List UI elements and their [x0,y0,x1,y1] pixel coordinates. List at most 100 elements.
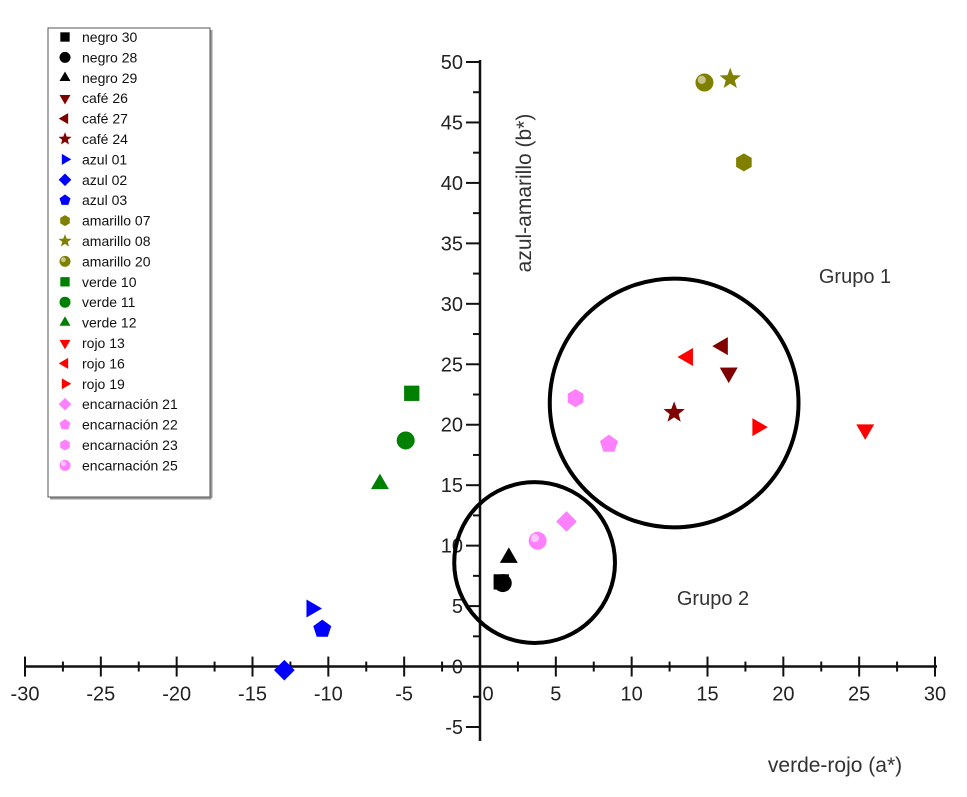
x-tick-label: -15 [238,684,267,706]
point-azul-01 [306,599,322,618]
point-azul-03 [313,619,332,637]
legend-label: café 26 [82,90,128,106]
x-tick-label: 25 [848,684,870,706]
x-tick-label: -20 [162,684,191,706]
legend-label: amarillo 08 [82,233,151,249]
point-encarnaci-n-21 [556,511,577,532]
annotation-layer: Grupo 1 Grupo 2 [452,266,891,645]
x-tick-label: 0 [482,684,493,706]
point-rojo-16 [677,348,693,366]
legend-label: azul 02 [82,172,127,188]
y-tick-label: 30 [441,294,463,316]
legend: negro 30 negro 28 negro 29 café 26 café 27 ca… [47,27,213,500]
legend-label: amarillo 07 [82,213,151,229]
y-tick-label: 5 [452,596,463,618]
y-tick-label: 15 [441,475,463,497]
legend-marker-encarnaci-n-21 [58,397,72,411]
point-amarillo-08 [719,67,741,89]
legend-label: encarnación 21 [82,396,178,412]
x-tick-label: 10 [621,684,643,706]
legend-label: amarillo 20 [82,253,151,269]
y-tick-label: -5 [445,717,463,739]
y-tick-label: 25 [441,354,463,376]
legend-label: rojo 16 [82,355,125,371]
x-tick-label: -30 [11,684,40,706]
legend-label: encarnación 23 [82,437,178,453]
legend-label: verde 12 [82,315,137,331]
x-tick-label: 15 [696,684,718,706]
point-negro-28 [493,574,512,593]
legend-marker-negro-29 [59,71,71,81]
point-amarillo-07 [736,153,752,172]
legend-marker-encarnaci-n-25 [59,459,71,471]
point-negro-29 [499,547,518,563]
legend-marker-verde-10 [60,277,70,287]
legend-marker-verde-11 [59,296,71,308]
legend-label: rojo 19 [82,376,125,392]
legend-marker-caf-26 [59,95,71,105]
legend-label: azul 03 [82,192,127,208]
point-caf-26 [719,367,738,384]
legend-marker-encarnaci-n-23 [60,439,70,451]
legend-label: negro 30 [82,29,137,45]
axes-layer: -30 -25 -20 -15 -10 -5 0 5 10 15 20 25 30-5051015202… [11,52,947,777]
legend-marker-rojo-16 [58,357,69,369]
point-amarillo-20 [695,73,714,92]
x-tick-label: -10 [314,684,343,706]
legend-label: encarnación 25 [82,457,178,473]
y-tick-label: 20 [441,415,463,437]
legend-marker-azul-01 [61,153,72,165]
point-azul-02 [274,659,295,681]
y-tick-label: 40 [441,173,463,195]
legend-marker-rojo-19 [61,378,72,390]
legend-marker-azul-03 [59,194,71,205]
legend-label: negro 29 [82,70,137,86]
legend-marker-caf-27 [58,113,69,125]
point-encarnaci-n-22 [599,434,618,452]
y-axis-title: azul-amarillo (b*) [513,114,536,273]
legend-marker-verde-12 [59,316,71,326]
x-tick-label: 30 [924,684,946,706]
y-tick-label: 35 [441,233,463,255]
y-tick-label: 50 [441,52,463,74]
y-tick-label: 0 [452,657,463,679]
group-label: Grupo 1 [819,266,891,288]
y-tick-label: 45 [441,112,463,134]
group-circle [547,276,801,530]
point-caf-27 [712,337,728,356]
legend-label: café 27 [82,111,128,127]
group-label: Grupo 2 [677,588,749,610]
points-layer [274,67,875,681]
x-tick-label: -25 [86,684,115,706]
legend-marker-negro-28 [59,51,71,63]
legend-label: negro 28 [82,49,137,65]
legend-marker-amarillo-07 [60,215,70,227]
point-rojo-13 [856,424,875,440]
point-caf-24 [663,401,685,422]
x-tick-label: 5 [550,684,561,706]
legend-box [47,27,211,498]
legend-label: encarnación 22 [82,417,178,433]
x-axis-title: verde-rojo (a*) [768,754,902,777]
legend-marker-amarillo-08 [58,234,72,247]
point-encarnaci-n-25 [528,531,547,550]
group-circle [452,480,617,645]
legend-marker-azul-02 [58,173,72,187]
x-tick-label: 20 [772,684,794,706]
legend-marker-rojo-13 [59,339,71,350]
point-rojo-19 [752,418,768,437]
x-tick-label: -5 [395,684,413,706]
legend-marker-caf-24 [58,132,72,145]
legend-label: verde 11 [82,294,136,310]
legend-label: verde 10 [82,274,137,290]
point-encarnaci-n-23 [567,389,584,408]
point-verde-10 [404,385,420,401]
legend-marker-amarillo-20 [59,255,71,267]
legend-marker-negro-30 [60,32,70,42]
point-verde-11 [396,431,415,450]
legend-label: azul 01 [82,151,127,167]
legend-label: café 24 [82,131,128,147]
point-verde-12 [370,473,389,490]
legend-label: rojo 13 [82,335,125,351]
